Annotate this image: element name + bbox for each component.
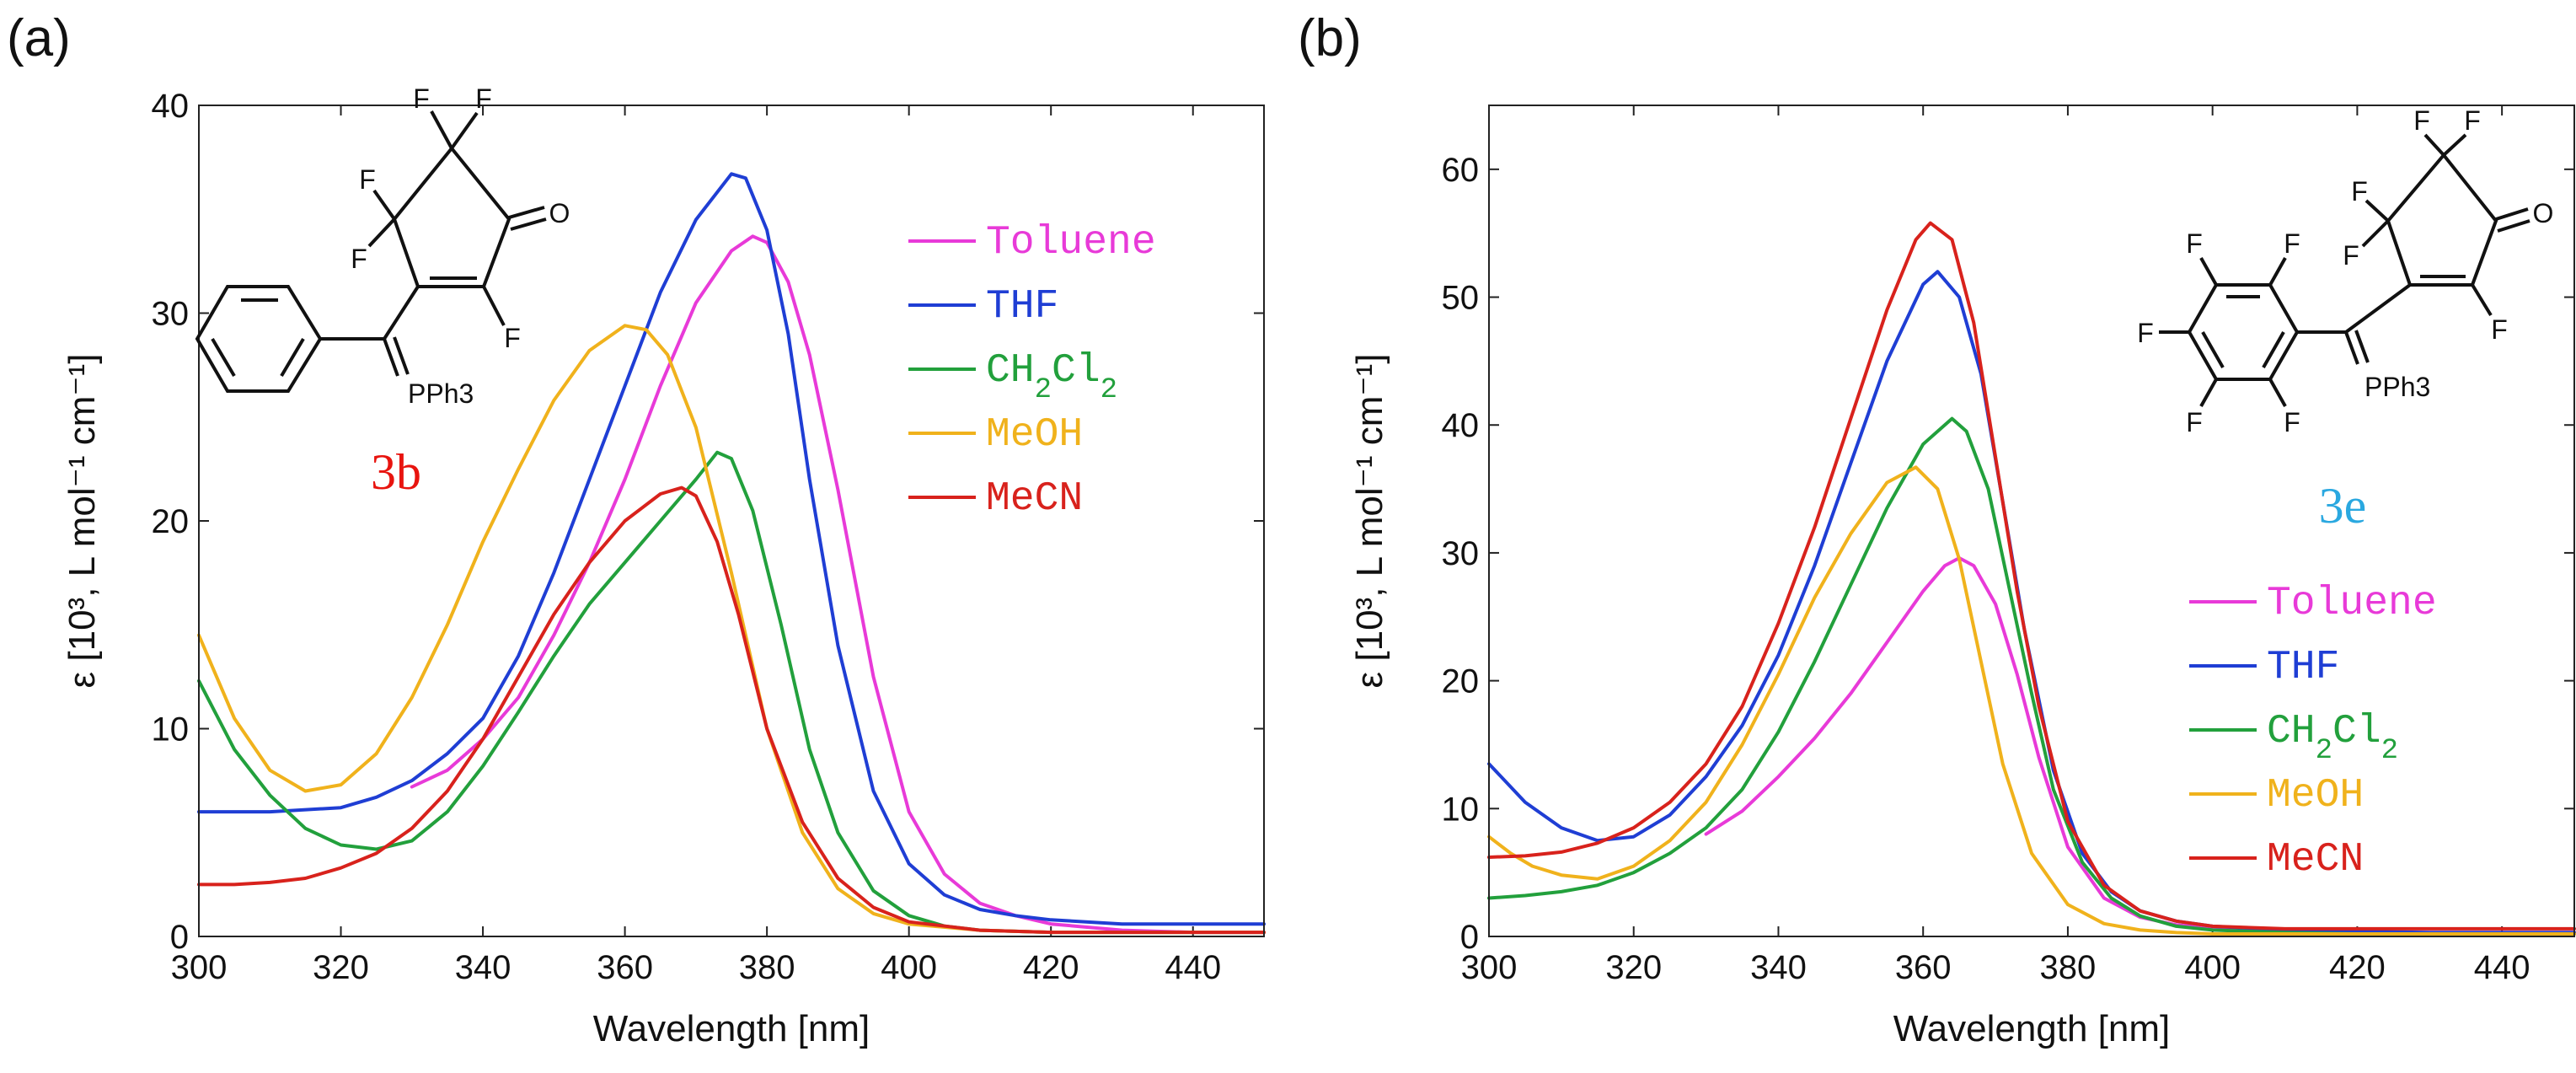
atom-label: F [2284,228,2300,259]
legend-label: THF [986,284,1058,330]
series-line-meoh [197,324,1266,935]
atom-label: PPh3 [2364,372,2430,402]
legend-label: CH2Cl2 [986,348,1117,406]
series-layer-b [1487,221,2576,936]
x-tick-label: 340 [1750,949,1807,986]
series-line-meoh [1487,465,2576,936]
series-line-mecn [197,486,1266,935]
compound-label-3e: 3e [2319,478,2367,534]
y-tick-label: 30 [152,296,190,333]
structure-3b [195,110,547,393]
series-line-thf [197,172,1266,926]
x-tick-label: 320 [313,949,369,986]
x-tick-label: 400 [2184,949,2241,986]
legend-label: Toluene [986,220,1156,266]
compound-label-3b: 3b [371,444,421,500]
y-tick-label: 60 [1442,152,1480,189]
x-axis-title-b: Wavelength [nm] [1893,1008,2171,1049]
legend-label: MeCN [2267,837,2364,883]
structure-3b-atoms: F F F F O F PPh3 [351,83,570,409]
atom-label: O [2533,198,2554,228]
x-tick-label: 420 [2329,949,2386,986]
y-axis-title-b: ε [10³, L mol⁻¹ cm⁻¹] [1349,354,1390,689]
panel-label-a: (a) [7,9,71,67]
y-tick-label: 40 [1442,407,1480,444]
atom-label: F [2186,407,2203,437]
legend-a: Toluene THF CH2Cl2 MeOH MeCN [908,220,1156,522]
legend-label: MeOH [986,412,1083,458]
y-axis-title-a: ε [10³, L mol⁻¹ cm⁻¹] [62,354,103,689]
atom-label: F [2351,176,2368,207]
x-tick-label: 440 [1165,949,1221,986]
legend-label: Toluene [2267,581,2437,626]
x-tick-label: 340 [455,949,511,986]
plot-frame-a [198,105,1265,937]
legend-label: MeOH [2267,773,2364,818]
atom-label: F [504,323,521,353]
legend-label: CH2Cl2 [2267,709,2398,767]
legend-b: Toluene THF CH2Cl2 MeOH MeCN [2189,581,2437,883]
x-axis-title-a: Wavelength [nm] [593,1008,870,1049]
panel-a: (a) 300 320 340 360 380 400 420 440 0 10 20 30 40 Wa… [7,9,1266,1049]
atom-label: F [2343,240,2359,271]
atom-label: F [359,164,376,195]
atom-label: PPh3 [408,378,474,409]
structure-3e [2159,133,2530,407]
atom-label: F [2491,314,2508,345]
y-tick-label: 40 [152,88,190,125]
y-tick-label: 20 [1442,663,1480,700]
atom-label: F [2464,105,2481,136]
legend-label: MeCN [986,476,1083,522]
y-tick-label: 10 [152,711,190,748]
y-tick-label: 0 [1460,919,1479,956]
x-tick-label: 380 [2040,949,2097,986]
panel-b: (b) 300 320 340 360 380 400 420 440 0 10 20 30 40 50 6… [1298,9,2576,1049]
atom-label: F [2186,228,2203,259]
x-tick-label: 360 [1895,949,1952,986]
series-layer-a [197,172,1266,935]
atom-label: F [475,83,492,114]
x-tick-label: 300 [171,949,228,986]
atom-label: F [413,83,430,114]
y-tick-label: 30 [1442,535,1480,572]
y-tick-label: 10 [1442,791,1480,828]
x-tick-label: 380 [739,949,795,986]
atom-label: F [2284,407,2300,437]
x-tick-label: 320 [1605,949,1662,986]
x-tick-label: 360 [597,949,653,986]
y-tick-label: 0 [170,919,189,956]
ticks-layer-a: 300 320 340 360 380 400 420 440 0 10 20 30 40 [152,88,1264,986]
x-tick-label: 420 [1023,949,1079,986]
x-tick-label: 300 [1461,949,1518,986]
structure-3e-atoms: F F F F O F F F F F F PPh3 [2137,105,2553,437]
panel-label-b: (b) [1298,9,1362,67]
ticks-layer-b: 300 320 340 360 380 400 420 440 0 10 20 30 40 50 60 [1442,105,2574,986]
atom-label: O [549,198,570,228]
y-tick-label: 20 [152,503,190,540]
atom-label: F [2137,318,2154,348]
plot-frame-b [1488,105,2575,937]
x-tick-label: 400 [881,949,937,986]
series-line-ch2cl2 [1487,416,2576,936]
atom-label: F [2413,105,2430,136]
legend-label: THF [2267,645,2339,690]
x-tick-label: 440 [2474,949,2530,986]
y-tick-label: 50 [1442,280,1480,317]
atom-label: F [351,244,367,274]
series-line-mecn [1487,221,2576,931]
